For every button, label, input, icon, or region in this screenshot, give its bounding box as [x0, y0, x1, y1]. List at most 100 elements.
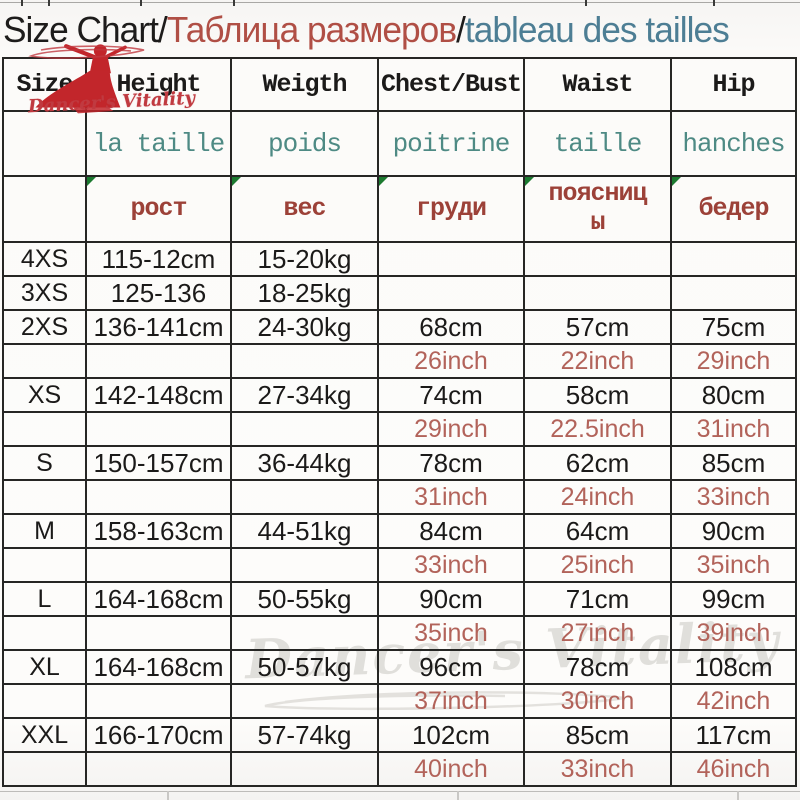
value-cell: 50-57kg	[230, 649, 379, 685]
value-cell: 115-12cm	[85, 241, 232, 277]
table-row: XXL 166-170cm 57-74kg 102cm 85cm 117cm	[2, 717, 797, 753]
value-cell: 36-44kg	[230, 445, 379, 481]
value-cell: 164-168cm	[85, 649, 232, 685]
inch-value-cell: 33inch	[670, 479, 797, 515]
value-cell	[230, 751, 379, 787]
value-cell: 99cm	[670, 581, 797, 617]
inch-value-cell: 29inch	[377, 411, 525, 447]
size-label-cell: XXL	[2, 717, 87, 753]
table-row: XL 164-168cm 50-57kg 96cm 78cm 108cm	[2, 649, 797, 685]
inch-value-cell: 30inch	[523, 683, 672, 719]
title-english: Size Chart	[3, 9, 159, 50]
header-weight: Weigth	[230, 57, 379, 112]
inch-value-cell: 37inch	[377, 683, 525, 719]
header-height: Height	[85, 57, 232, 112]
size-label-cell	[2, 411, 87, 447]
french-waist: taille	[523, 110, 672, 177]
value-cell: 18-25kg	[230, 275, 379, 311]
top-grid-tick	[233, 0, 235, 6]
value-cell: 136-141cm	[85, 309, 232, 345]
value-cell: 27-34kg	[230, 377, 379, 413]
cell-flag-icon	[526, 178, 534, 186]
page-title: Size Chart/Таблица размеров/tableau des …	[3, 9, 730, 50]
value-cell	[85, 343, 232, 379]
size-label-cell	[2, 547, 87, 583]
value-cell	[85, 751, 232, 787]
value-cell: 75cm	[670, 309, 797, 345]
size-label-cell: 3XS	[2, 275, 87, 311]
value-cell: 158-163cm	[85, 513, 232, 549]
value-cell	[85, 411, 232, 447]
value-cell: 102cm	[377, 717, 525, 753]
inch-value-cell: 42inch	[670, 683, 797, 719]
french-weight: poids	[230, 110, 379, 177]
value-cell	[670, 241, 797, 277]
value-cell: 164-168cm	[85, 581, 232, 617]
top-grid-tick	[585, 0, 587, 6]
inch-value-cell: 27inch	[523, 615, 672, 651]
size-label-cell: XL	[2, 649, 87, 685]
inch-value-cell: 22.5inch	[523, 411, 672, 447]
inch-value-cell: 31inch	[377, 479, 525, 515]
value-cell: 57cm	[523, 309, 672, 345]
size-label-cell: XS	[2, 377, 87, 413]
top-grid-tick	[140, 0, 142, 6]
size-label-cell	[2, 479, 87, 515]
value-cell	[377, 275, 525, 311]
value-cell: 78cm	[523, 649, 672, 685]
cell-flag-icon	[380, 178, 388, 186]
title-russian: Таблица размеров	[166, 9, 457, 50]
inch-value-cell: 35inch	[670, 547, 797, 583]
cell-flag-icon	[673, 178, 681, 186]
top-grid-tick	[48, 0, 50, 6]
inch-value-cell: 33inch	[377, 547, 525, 583]
value-cell: 125-136	[85, 275, 232, 311]
value-cell: 68cm	[377, 309, 525, 345]
value-cell: 150-157cm	[85, 445, 232, 481]
value-cell	[670, 275, 797, 311]
title-french: tableau des tailles	[464, 9, 730, 50]
value-cell: 24-30kg	[230, 309, 379, 345]
value-cell: 15-20kg	[230, 241, 379, 277]
size-label-cell	[2, 683, 87, 719]
inch-value-cell: 46inch	[670, 751, 797, 787]
size-label-cell: 4XS	[2, 241, 87, 277]
size-chart-table: Size Height Weigth Chest/Bust Waist Hip …	[2, 57, 797, 787]
russian-waist: поясниц ы	[523, 175, 672, 243]
table-row: 37inch 30inch 42inch	[2, 683, 797, 719]
value-cell	[230, 479, 379, 515]
value-cell	[230, 343, 379, 379]
size-label-cell	[2, 615, 87, 651]
cell-flag-icon	[88, 178, 96, 186]
value-cell: 96cm	[377, 649, 525, 685]
table-row: M 158-163cm 44-51kg 84cm 64cm 90cm	[2, 513, 797, 549]
value-cell	[85, 615, 232, 651]
value-cell: 74cm	[377, 377, 525, 413]
value-cell: 85cm	[670, 445, 797, 481]
french-header-row: la taille poids poitrine taille hanches	[2, 110, 797, 177]
table-row: 26inch 22inch 29inch	[2, 343, 797, 379]
value-cell: 71cm	[523, 581, 672, 617]
value-cell	[230, 547, 379, 583]
size-label-cell	[2, 751, 87, 787]
bottom-grid-tick	[737, 791, 739, 800]
inch-value-cell: 26inch	[377, 343, 525, 379]
value-cell: 166-170cm	[85, 717, 232, 753]
size-label-cell: M	[2, 513, 87, 549]
inch-value-cell: 29inch	[670, 343, 797, 379]
inch-value-cell: 33inch	[523, 751, 672, 787]
value-cell: 80cm	[670, 377, 797, 413]
value-cell	[85, 547, 232, 583]
value-cell	[230, 683, 379, 719]
value-cell: 58cm	[523, 377, 672, 413]
bottom-crop-line	[0, 791, 800, 792]
value-cell: 44-51kg	[230, 513, 379, 549]
table-row: S 150-157cm 36-44kg 78cm 62cm 85cm	[2, 445, 797, 481]
value-cell: 64cm	[523, 513, 672, 549]
value-cell: 142-148cm	[85, 377, 232, 413]
inch-value-cell: 40inch	[377, 751, 525, 787]
header-chest: Chest/Bust	[377, 57, 525, 112]
value-cell: 108cm	[670, 649, 797, 685]
value-cell	[523, 275, 672, 311]
value-cell: 84cm	[377, 513, 525, 549]
